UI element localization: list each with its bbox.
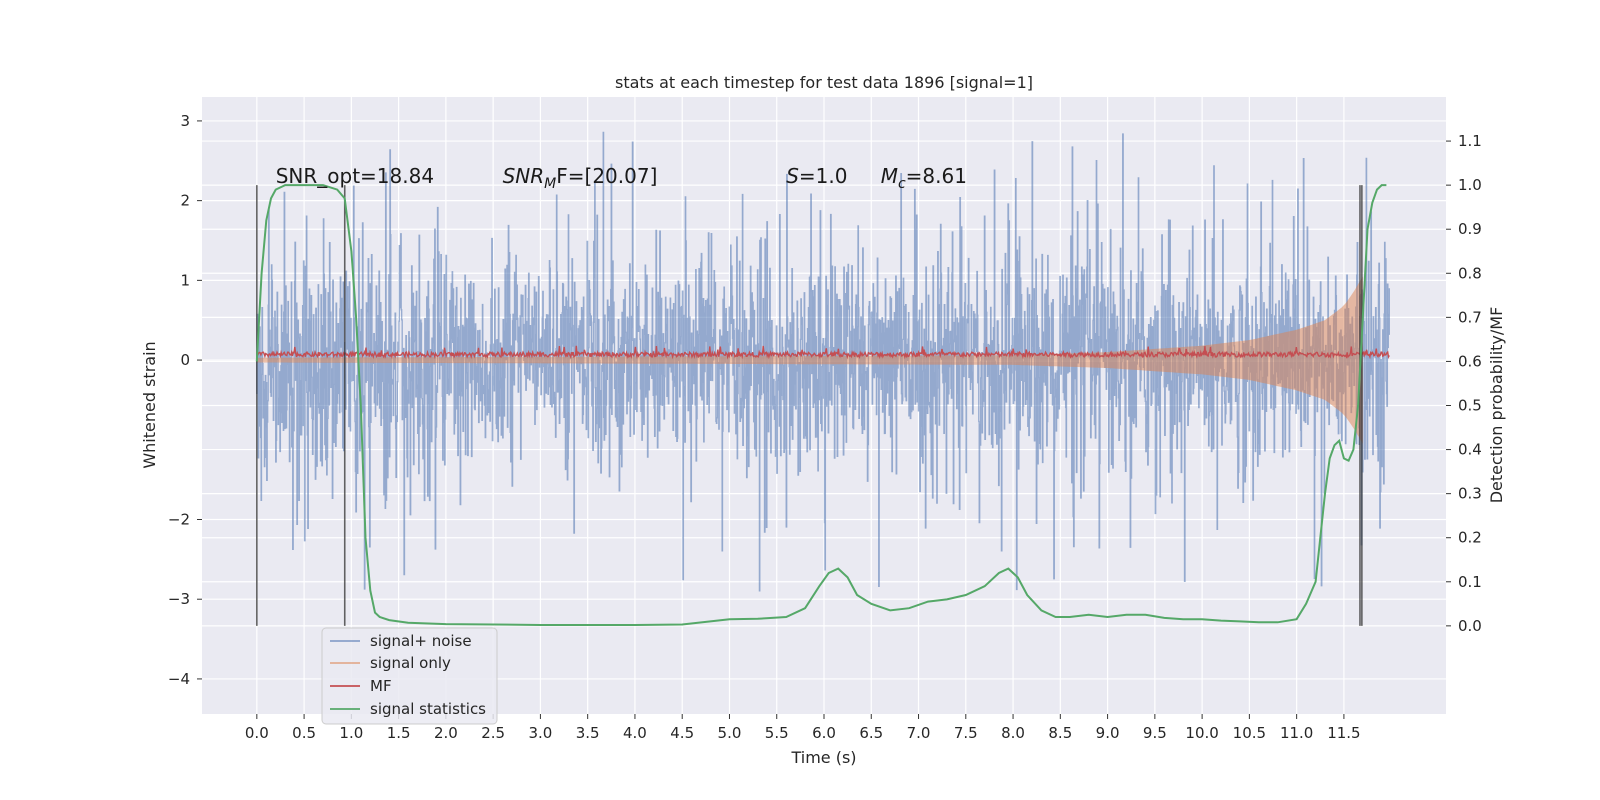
annotations: SNR_opt=18.84 SNRMF=[20.07] S=1.0 Mc=8.61 xyxy=(276,164,967,192)
x-tick-label: 0.0 xyxy=(245,724,269,742)
legend-label-signal-noise: signal+ noise xyxy=(370,632,472,650)
x-tick-label: 11.5 xyxy=(1327,724,1360,742)
x-tick-labels: 0.0 0.5 1.0 1.5 2.0 2.5 3.0 3.5 4.0 4.5 5.0 5.5 6.0 6… xyxy=(245,714,1361,742)
x-tick-label: 0.5 xyxy=(292,724,316,742)
y2-tick-label: 1.0 xyxy=(1458,176,1482,194)
x-tick-label: 6.0 xyxy=(812,724,836,742)
x-tick-label: 8.5 xyxy=(1048,724,1072,742)
y-axis-label: Whitened strain xyxy=(140,341,159,468)
x-tick-label: 5.0 xyxy=(718,724,742,742)
x-tick-label: 2.0 xyxy=(434,724,458,742)
mf-trace xyxy=(256,345,1390,360)
y-tick-label: 3 xyxy=(180,112,190,130)
annotation-symbol: M xyxy=(881,164,898,188)
x-tick-label: 7.0 xyxy=(907,724,931,742)
annotation-symbol: S xyxy=(786,164,799,188)
signal-statistics-trace xyxy=(255,184,1387,626)
y-tick-label: 1 xyxy=(180,271,190,289)
x-tick-label: 7.5 xyxy=(954,724,978,742)
x-tick-label: 11.0 xyxy=(1280,724,1313,742)
y2-tick-label: 0.4 xyxy=(1458,441,1482,459)
y2-tick-label: 0.0 xyxy=(1458,617,1482,635)
x-tick-label: 1.0 xyxy=(339,724,363,742)
x-tick-label: 1.5 xyxy=(387,724,411,742)
x-tick-label: 5.5 xyxy=(765,724,789,742)
annotation-text: SNR_opt=18.84 xyxy=(276,164,434,188)
signal-only-trace xyxy=(256,276,1363,444)
signal-statistics-layer xyxy=(255,184,1387,626)
y-tick-label: −3 xyxy=(168,590,190,608)
x-tick-label: 10.5 xyxy=(1233,724,1266,742)
annotation-value: F=[20.07] xyxy=(556,164,657,188)
legend: signal+ noise signal only MF signal stat… xyxy=(321,627,498,725)
y2-tick-label: 0.7 xyxy=(1458,308,1482,326)
annotation-symbol: SNR xyxy=(503,164,545,188)
x-tick-label: 6.5 xyxy=(859,724,883,742)
y-tick-label: −4 xyxy=(168,670,190,688)
y2-tick-label: 0.5 xyxy=(1458,397,1482,415)
y2-axis-label: Detection probability/MF xyxy=(1487,307,1506,504)
x-tick-label: 3.0 xyxy=(528,724,552,742)
annotation-subscript: c xyxy=(898,176,906,192)
x-axis-label: Time (s) xyxy=(790,748,856,767)
legend-label-signal-only: signal only xyxy=(370,654,451,672)
y-tick-label: −2 xyxy=(168,510,190,528)
y2-tick-label: 0.3 xyxy=(1458,485,1482,503)
annotation-value: =1.0 xyxy=(799,164,848,188)
x-tick-label: 8.0 xyxy=(1001,724,1025,742)
y-tick-label: 2 xyxy=(180,192,190,210)
y2-tick-label: 0.2 xyxy=(1458,529,1482,547)
x-tick-label: 4.0 xyxy=(623,724,647,742)
annotation-value: =8.61 xyxy=(906,164,967,188)
vertical-markers xyxy=(256,185,1363,626)
y2-tick-label: 0.6 xyxy=(1458,352,1482,370)
annotation-part: SNR_opt=18.84 xyxy=(276,164,434,188)
series-layer xyxy=(256,131,1390,592)
x-tick-label: 9.0 xyxy=(1096,724,1120,742)
x-tick-label: 2.5 xyxy=(481,724,505,742)
y2-tick-label: 0.9 xyxy=(1458,220,1482,238)
y2-tick-labels: 1.1 1.0 0.9 0.8 0.7 0.6 0.5 0.4 0.3 0.2 0.1 0.0 xyxy=(1446,132,1482,635)
x-tick-label: 3.5 xyxy=(576,724,600,742)
x-tick-label: 9.5 xyxy=(1143,724,1167,742)
y2-tick-label: 0.1 xyxy=(1458,573,1482,591)
chart-title: stats at each timestep for test data 189… xyxy=(615,73,1033,92)
annotation-subscript: M xyxy=(544,176,556,192)
annotation-text: Mc=8.61 xyxy=(881,164,967,192)
y-tick-labels: 3 2 1 0 −2 −3 −4 xyxy=(168,112,202,688)
x-tick-label: 4.5 xyxy=(670,724,694,742)
legend-box xyxy=(321,627,498,725)
y-tick-label: 0 xyxy=(180,351,190,369)
y2-tick-label: 0.8 xyxy=(1458,264,1482,282)
annotation-text: S=1.0 xyxy=(786,164,847,188)
signal-noise-trace xyxy=(256,131,1390,592)
legend-label-signal-statistics: signal statistics xyxy=(370,700,486,718)
legend-label-mf: MF xyxy=(370,677,392,695)
x-tick-label: 10.0 xyxy=(1185,724,1218,742)
y2-tick-label: 1.1 xyxy=(1458,132,1482,150)
annotation-text: SNRMF=[20.07] xyxy=(503,164,658,192)
